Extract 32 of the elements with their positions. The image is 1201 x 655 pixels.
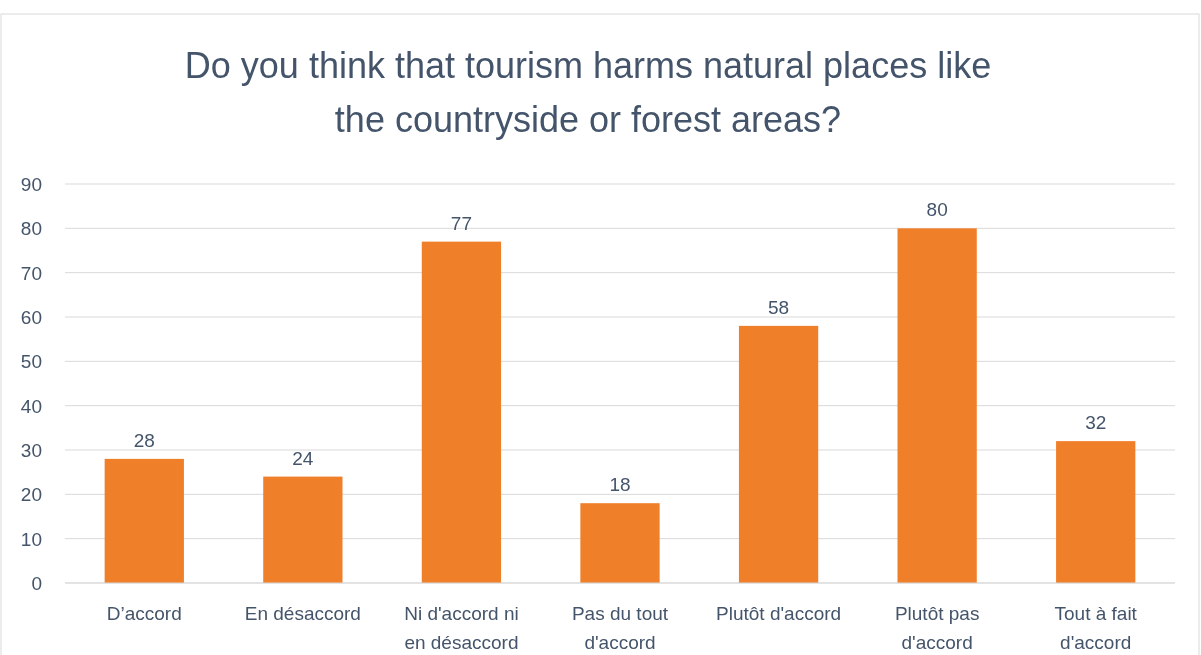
chart-title: Do you think that tourism harms natural places like the countryside or forest areas?: [184, 45, 992, 140]
data-label: 18: [609, 474, 631, 496]
bar: [104, 458, 184, 583]
data-label: 77: [450, 212, 472, 234]
y-tick-label: 90: [20, 174, 42, 195]
x-tick-label: Tout à fait d'accord: [1054, 603, 1138, 653]
bar: [421, 241, 502, 583]
y-tick-label: 30: [20, 440, 42, 461]
y-tick-label: 10: [20, 528, 42, 550]
data-label: 58: [768, 296, 790, 318]
data-label: 32: [1085, 412, 1107, 434]
bar: [738, 325, 819, 583]
y-tick-label: 40: [20, 395, 42, 417]
x-tick-label: Pas du tout d'accord: [571, 603, 669, 653]
bar: [897, 228, 977, 583]
bar: [263, 476, 343, 583]
y-tick-label: 50: [20, 351, 42, 373]
bar: [580, 503, 660, 583]
y-tick-label: 60: [20, 307, 42, 328]
x-tick-label: En désaccord: [244, 603, 361, 624]
x-tick-label: Ni d'accord ni en désaccord: [404, 603, 519, 653]
y-tick-label: 80: [20, 218, 42, 240]
data-label: 28: [133, 429, 155, 451]
y-tick-label: 70: [20, 262, 42, 284]
y-tick-label: 0: [31, 573, 42, 594]
y-tick-label: 20: [20, 484, 42, 506]
data-label: 80: [926, 199, 948, 221]
x-tick-label: Plutôt pas d'accord: [894, 603, 980, 653]
x-tick-label: Plutôt d'accord: [716, 603, 842, 624]
data-label: 24: [292, 447, 314, 469]
bar: [1056, 441, 1136, 583]
x-tick-label: D’accord: [106, 603, 182, 624]
